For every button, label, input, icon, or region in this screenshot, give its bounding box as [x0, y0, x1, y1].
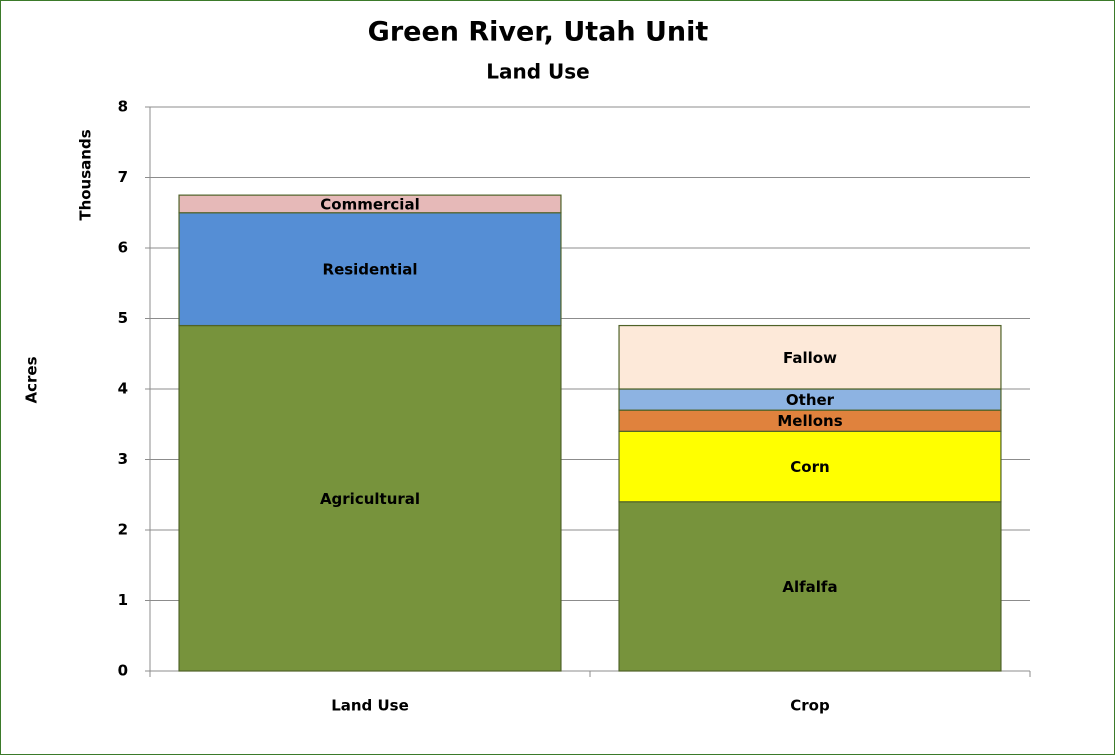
bar-segment [618, 430, 1002, 503]
y-tick-label: 3 [118, 450, 128, 468]
y-tick-label: 7 [118, 168, 128, 186]
segment-label: Residential [323, 261, 418, 279]
bar-segment [178, 324, 562, 672]
y-tick-label: 0 [118, 662, 128, 680]
bar-segment [178, 212, 562, 327]
bar-segment [618, 501, 1002, 672]
segment-label: Agricultural [320, 490, 420, 508]
segment-label: Mellons [777, 412, 842, 430]
chart-title: Green River, Utah Unit [368, 17, 709, 48]
bar-segment [618, 324, 1002, 390]
segment-label: Alfalfa [782, 578, 837, 596]
y-axis-label: Acres [23, 356, 41, 403]
y-tick-label: 8 [118, 98, 128, 116]
bar-segment [178, 194, 562, 214]
segment-label: Fallow [783, 349, 837, 367]
y-tick-label: 4 [118, 380, 128, 398]
y-units-label: Thousands [77, 129, 95, 220]
y-tick-label: 1 [118, 591, 128, 609]
chart-subtitle: Land Use [486, 60, 589, 84]
y-tick-label: 6 [118, 239, 128, 257]
y-tick-label: 5 [118, 309, 128, 327]
segment-label: Commercial [320, 195, 419, 213]
y-tick-label: 2 [118, 521, 128, 539]
segment-label: Other [786, 391, 835, 409]
segment-label: Corn [790, 458, 829, 476]
x-tick-label: Land Use [331, 697, 409, 715]
x-tick-label: Crop [790, 697, 830, 715]
